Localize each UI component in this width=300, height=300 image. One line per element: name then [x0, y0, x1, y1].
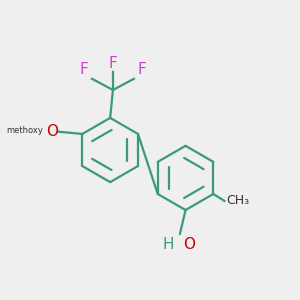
Text: methoxy: methoxy	[6, 126, 43, 135]
Text: F: F	[80, 62, 89, 77]
Text: CH₃: CH₃	[226, 194, 249, 208]
Text: F: F	[137, 62, 146, 77]
Text: O: O	[183, 237, 195, 252]
Text: F: F	[109, 56, 117, 71]
Text: H: H	[163, 237, 174, 252]
Text: O: O	[46, 124, 58, 139]
